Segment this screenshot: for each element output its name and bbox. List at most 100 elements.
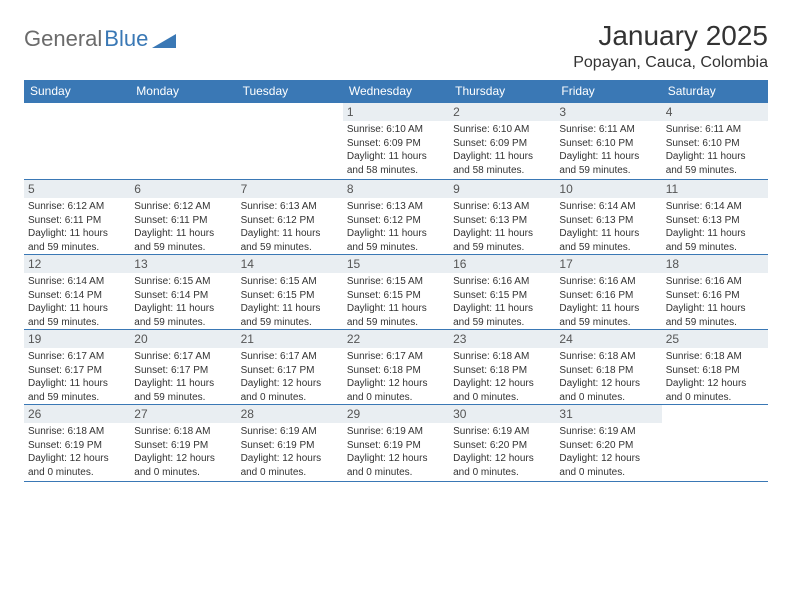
day-number: 17: [555, 255, 661, 273]
calendar-page: GeneralBlue January 2025 Popayan, Cauca,…: [0, 0, 792, 502]
sunset-line: Sunset: 6:13 PM: [453, 214, 551, 228]
sunrise-line: Sunrise: 6:18 AM: [28, 425, 126, 439]
calendar-cell: [237, 103, 343, 180]
calendar-cell: 26Sunrise: 6:18 AMSunset: 6:19 PMDayligh…: [24, 405, 130, 482]
sunrise-line: Sunrise: 6:19 AM: [347, 425, 445, 439]
sun-info: Sunrise: 6:14 AMSunset: 6:14 PMDaylight:…: [24, 273, 130, 329]
calendar-cell: 30Sunrise: 6:19 AMSunset: 6:20 PMDayligh…: [449, 405, 555, 482]
weekday-tuesday: Tuesday: [237, 80, 343, 103]
sun-info: Sunrise: 6:14 AMSunset: 6:13 PMDaylight:…: [662, 198, 768, 254]
sunset-line: Sunset: 6:09 PM: [453, 137, 551, 151]
daylight-line: Daylight: 11 hours and 59 minutes.: [134, 302, 232, 329]
calendar-cell: 8Sunrise: 6:13 AMSunset: 6:12 PMDaylight…: [343, 180, 449, 255]
daylight-line: Daylight: 11 hours and 59 minutes.: [28, 302, 126, 329]
daylight-line: Daylight: 12 hours and 0 minutes.: [453, 452, 551, 479]
daylight-line: Daylight: 11 hours and 59 minutes.: [347, 227, 445, 254]
sun-info: Sunrise: 6:11 AMSunset: 6:10 PMDaylight:…: [662, 121, 768, 177]
daylight-line: Daylight: 11 hours and 59 minutes.: [241, 302, 339, 329]
day-number: 8: [343, 180, 449, 198]
brand-part1: General: [24, 26, 102, 52]
sunset-line: Sunset: 6:09 PM: [347, 137, 445, 151]
sun-info: Sunrise: 6:10 AMSunset: 6:09 PMDaylight:…: [449, 121, 555, 177]
sun-info: Sunrise: 6:13 AMSunset: 6:12 PMDaylight:…: [343, 198, 449, 254]
daylight-line: Daylight: 11 hours and 59 minutes.: [666, 302, 764, 329]
sunset-line: Sunset: 6:12 PM: [347, 214, 445, 228]
sun-info: Sunrise: 6:19 AMSunset: 6:20 PMDaylight:…: [449, 423, 555, 479]
calendar-cell: 21Sunrise: 6:17 AMSunset: 6:17 PMDayligh…: [237, 330, 343, 405]
sunset-line: Sunset: 6:11 PM: [28, 214, 126, 228]
sun-info: Sunrise: 6:15 AMSunset: 6:15 PMDaylight:…: [343, 273, 449, 329]
day-number: 13: [130, 255, 236, 273]
daylight-line: Daylight: 11 hours and 59 minutes.: [453, 227, 551, 254]
sunset-line: Sunset: 6:19 PM: [134, 439, 232, 453]
sun-info: Sunrise: 6:19 AMSunset: 6:19 PMDaylight:…: [237, 423, 343, 479]
sun-info: Sunrise: 6:17 AMSunset: 6:17 PMDaylight:…: [24, 348, 130, 404]
day-number: 7: [237, 180, 343, 198]
sunrise-line: Sunrise: 6:13 AM: [453, 200, 551, 214]
daylight-line: Daylight: 11 hours and 59 minutes.: [559, 150, 657, 177]
day-number: 25: [662, 330, 768, 348]
brand-triangle-icon: [152, 30, 176, 48]
calendar-row: 26Sunrise: 6:18 AMSunset: 6:19 PMDayligh…: [24, 405, 768, 482]
daylight-line: Daylight: 12 hours and 0 minutes.: [28, 452, 126, 479]
sunset-line: Sunset: 6:18 PM: [347, 364, 445, 378]
sunset-line: Sunset: 6:20 PM: [453, 439, 551, 453]
calendar-body: 1Sunrise: 6:10 AMSunset: 6:09 PMDaylight…: [24, 103, 768, 482]
sunrise-line: Sunrise: 6:13 AM: [347, 200, 445, 214]
day-number: 26: [24, 405, 130, 423]
calendar-cell: 15Sunrise: 6:15 AMSunset: 6:15 PMDayligh…: [343, 255, 449, 330]
sun-info: Sunrise: 6:18 AMSunset: 6:19 PMDaylight:…: [24, 423, 130, 479]
sun-info: Sunrise: 6:14 AMSunset: 6:13 PMDaylight:…: [555, 198, 661, 254]
calendar-cell: 28Sunrise: 6:19 AMSunset: 6:19 PMDayligh…: [237, 405, 343, 482]
location-label: Popayan, Cauca, Colombia: [573, 54, 768, 72]
calendar-cell: 5Sunrise: 6:12 AMSunset: 6:11 PMDaylight…: [24, 180, 130, 255]
calendar-cell: 1Sunrise: 6:10 AMSunset: 6:09 PMDaylight…: [343, 103, 449, 180]
sunrise-line: Sunrise: 6:19 AM: [453, 425, 551, 439]
calendar-row: 12Sunrise: 6:14 AMSunset: 6:14 PMDayligh…: [24, 255, 768, 330]
calendar-row: 5Sunrise: 6:12 AMSunset: 6:11 PMDaylight…: [24, 180, 768, 255]
calendar-cell: 14Sunrise: 6:15 AMSunset: 6:15 PMDayligh…: [237, 255, 343, 330]
calendar-cell: 18Sunrise: 6:16 AMSunset: 6:16 PMDayligh…: [662, 255, 768, 330]
sun-info: Sunrise: 6:18 AMSunset: 6:18 PMDaylight:…: [449, 348, 555, 404]
sunset-line: Sunset: 6:13 PM: [559, 214, 657, 228]
sun-info: Sunrise: 6:15 AMSunset: 6:14 PMDaylight:…: [130, 273, 236, 329]
sunrise-line: Sunrise: 6:17 AM: [134, 350, 232, 364]
daylight-line: Daylight: 11 hours and 58 minutes.: [453, 150, 551, 177]
sun-info: Sunrise: 6:13 AMSunset: 6:12 PMDaylight:…: [237, 198, 343, 254]
sunset-line: Sunset: 6:17 PM: [241, 364, 339, 378]
sunrise-line: Sunrise: 6:16 AM: [559, 275, 657, 289]
calendar-cell: 3Sunrise: 6:11 AMSunset: 6:10 PMDaylight…: [555, 103, 661, 180]
day-number: 18: [662, 255, 768, 273]
sun-info: Sunrise: 6:16 AMSunset: 6:16 PMDaylight:…: [662, 273, 768, 329]
day-number: 16: [449, 255, 555, 273]
sunrise-line: Sunrise: 6:12 AM: [134, 200, 232, 214]
calendar-cell: 19Sunrise: 6:17 AMSunset: 6:17 PMDayligh…: [24, 330, 130, 405]
calendar-cell: 7Sunrise: 6:13 AMSunset: 6:12 PMDaylight…: [237, 180, 343, 255]
calendar-cell: 22Sunrise: 6:17 AMSunset: 6:18 PMDayligh…: [343, 330, 449, 405]
day-number: 10: [555, 180, 661, 198]
sunrise-line: Sunrise: 6:11 AM: [559, 123, 657, 137]
weekday-monday: Monday: [130, 80, 236, 103]
day-number: 14: [237, 255, 343, 273]
sunrise-line: Sunrise: 6:14 AM: [559, 200, 657, 214]
day-number: 23: [449, 330, 555, 348]
weekday-saturday: Saturday: [662, 80, 768, 103]
calendar-cell: 20Sunrise: 6:17 AMSunset: 6:17 PMDayligh…: [130, 330, 236, 405]
sunrise-line: Sunrise: 6:15 AM: [241, 275, 339, 289]
calendar-cell: [662, 405, 768, 482]
day-number: 27: [130, 405, 236, 423]
sunrise-line: Sunrise: 6:15 AM: [347, 275, 445, 289]
daylight-line: Daylight: 11 hours and 59 minutes.: [559, 227, 657, 254]
weekday-row: SundayMondayTuesdayWednesdayThursdayFrid…: [24, 80, 768, 103]
sunrise-line: Sunrise: 6:15 AM: [134, 275, 232, 289]
sun-info: Sunrise: 6:10 AMSunset: 6:09 PMDaylight:…: [343, 121, 449, 177]
brand-part2: Blue: [104, 26, 148, 52]
daylight-line: Daylight: 11 hours and 59 minutes.: [134, 227, 232, 254]
day-number: 19: [24, 330, 130, 348]
sun-info: Sunrise: 6:12 AMSunset: 6:11 PMDaylight:…: [24, 198, 130, 254]
day-number: 20: [130, 330, 236, 348]
empty-cell: [24, 103, 130, 179]
calendar-cell: 10Sunrise: 6:14 AMSunset: 6:13 PMDayligh…: [555, 180, 661, 255]
day-number: 2: [449, 103, 555, 121]
day-number: 21: [237, 330, 343, 348]
